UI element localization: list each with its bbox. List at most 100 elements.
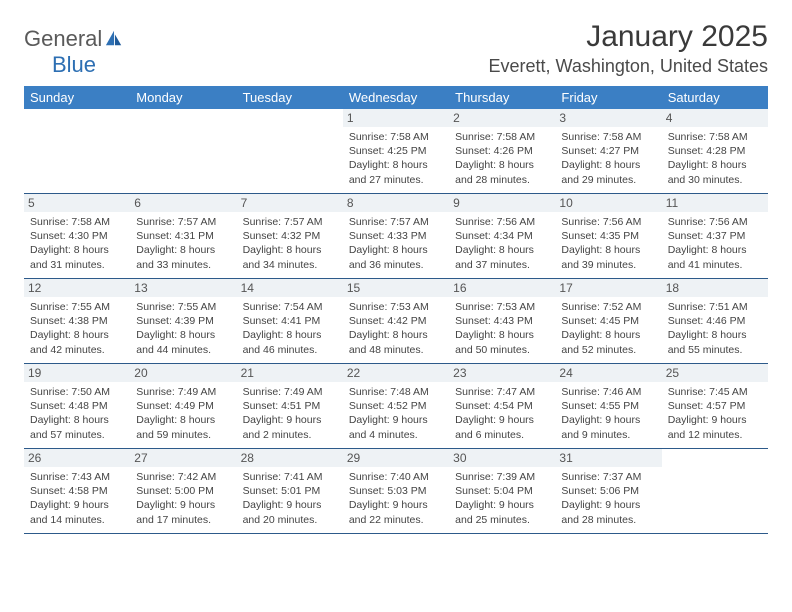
- daylight-text: Daylight: 8 hours: [349, 243, 443, 257]
- daylight-text: Daylight: 9 hours: [243, 413, 337, 427]
- daylight-text: Daylight: 8 hours: [455, 328, 549, 342]
- day-cell: 20Sunrise: 7:49 AMSunset: 4:49 PMDayligh…: [130, 364, 236, 448]
- daylight-text: and 42 minutes.: [30, 343, 124, 357]
- sunset-text: Sunset: 4:43 PM: [455, 314, 549, 328]
- day-cell: 14Sunrise: 7:54 AMSunset: 4:41 PMDayligh…: [237, 279, 343, 363]
- day-number: 16: [449, 279, 555, 297]
- sunset-text: Sunset: 4:27 PM: [561, 144, 655, 158]
- sunset-text: Sunset: 4:31 PM: [136, 229, 230, 243]
- daylight-text: and 37 minutes.: [455, 258, 549, 272]
- daylight-text: Daylight: 8 hours: [136, 328, 230, 342]
- sunset-text: Sunset: 4:55 PM: [561, 399, 655, 413]
- sunset-text: Sunset: 4:49 PM: [136, 399, 230, 413]
- daylight-text: and 34 minutes.: [243, 258, 337, 272]
- sunrise-text: Sunrise: 7:48 AM: [349, 385, 443, 399]
- daylight-text: and 4 minutes.: [349, 428, 443, 442]
- daylight-text: Daylight: 8 hours: [349, 328, 443, 342]
- daylight-text: Daylight: 9 hours: [136, 498, 230, 512]
- daylight-text: Daylight: 9 hours: [349, 413, 443, 427]
- weekday-header: Friday: [555, 86, 661, 109]
- sunset-text: Sunset: 4:51 PM: [243, 399, 337, 413]
- sunrise-text: Sunrise: 7:51 AM: [668, 300, 762, 314]
- daylight-text: Daylight: 8 hours: [349, 158, 443, 172]
- day-number: 29: [343, 449, 449, 467]
- day-cell: 31Sunrise: 7:37 AMSunset: 5:06 PMDayligh…: [555, 449, 661, 533]
- sunrise-text: Sunrise: 7:37 AM: [561, 470, 655, 484]
- daylight-text: and 6 minutes.: [455, 428, 549, 442]
- daylight-text: Daylight: 8 hours: [561, 158, 655, 172]
- daylight-text: Daylight: 9 hours: [455, 498, 549, 512]
- day-number: 17: [555, 279, 661, 297]
- daylight-text: Daylight: 8 hours: [30, 328, 124, 342]
- sunrise-text: Sunrise: 7:58 AM: [30, 215, 124, 229]
- daylight-text: and 22 minutes.: [349, 513, 443, 527]
- week-row: 1Sunrise: 7:58 AMSunset: 4:25 PMDaylight…: [24, 109, 768, 194]
- day-number: 9: [449, 194, 555, 212]
- daylight-text: and 44 minutes.: [136, 343, 230, 357]
- day-cell: 5Sunrise: 7:58 AMSunset: 4:30 PMDaylight…: [24, 194, 130, 278]
- title-block: January 2025 Everett, Washington, United…: [489, 20, 768, 77]
- sunset-text: Sunset: 4:25 PM: [349, 144, 443, 158]
- daylight-text: and 41 minutes.: [668, 258, 762, 272]
- sail-icon: [104, 29, 124, 52]
- day-cell: 6Sunrise: 7:57 AMSunset: 4:31 PMDaylight…: [130, 194, 236, 278]
- daylight-text: Daylight: 8 hours: [30, 413, 124, 427]
- day-cell: 1Sunrise: 7:58 AMSunset: 4:25 PMDaylight…: [343, 109, 449, 193]
- day-cell: 27Sunrise: 7:42 AMSunset: 5:00 PMDayligh…: [130, 449, 236, 533]
- daylight-text: Daylight: 9 hours: [668, 413, 762, 427]
- sunrise-text: Sunrise: 7:41 AM: [243, 470, 337, 484]
- daylight-text: Daylight: 9 hours: [243, 498, 337, 512]
- daylight-text: and 59 minutes.: [136, 428, 230, 442]
- sunrise-text: Sunrise: 7:57 AM: [349, 215, 443, 229]
- daylight-text: and 31 minutes.: [30, 258, 124, 272]
- day-number: 7: [237, 194, 343, 212]
- sunrise-text: Sunrise: 7:53 AM: [455, 300, 549, 314]
- day-number: 26: [24, 449, 130, 467]
- sunset-text: Sunset: 4:42 PM: [349, 314, 443, 328]
- day-cell: 3Sunrise: 7:58 AMSunset: 4:27 PMDaylight…: [555, 109, 661, 193]
- day-cell: 11Sunrise: 7:56 AMSunset: 4:37 PMDayligh…: [662, 194, 768, 278]
- day-number: 8: [343, 194, 449, 212]
- day-number: 28: [237, 449, 343, 467]
- sunrise-text: Sunrise: 7:53 AM: [349, 300, 443, 314]
- day-number: 18: [662, 279, 768, 297]
- sunrise-text: Sunrise: 7:47 AM: [455, 385, 549, 399]
- day-cell: 15Sunrise: 7:53 AMSunset: 4:42 PMDayligh…: [343, 279, 449, 363]
- daylight-text: and 9 minutes.: [561, 428, 655, 442]
- sunset-text: Sunset: 4:39 PM: [136, 314, 230, 328]
- day-number: 6: [130, 194, 236, 212]
- daylight-text: and 2 minutes.: [243, 428, 337, 442]
- sunrise-text: Sunrise: 7:54 AM: [243, 300, 337, 314]
- logo-text-general: General: [24, 26, 102, 52]
- sunrise-text: Sunrise: 7:56 AM: [668, 215, 762, 229]
- week-row: 19Sunrise: 7:50 AMSunset: 4:48 PMDayligh…: [24, 364, 768, 449]
- day-number: 21: [237, 364, 343, 382]
- daylight-text: Daylight: 9 hours: [561, 413, 655, 427]
- sunset-text: Sunset: 4:33 PM: [349, 229, 443, 243]
- sunrise-text: Sunrise: 7:50 AM: [30, 385, 124, 399]
- daylight-text: Daylight: 8 hours: [455, 243, 549, 257]
- sunset-text: Sunset: 4:35 PM: [561, 229, 655, 243]
- sunrise-text: Sunrise: 7:46 AM: [561, 385, 655, 399]
- sunset-text: Sunset: 4:54 PM: [455, 399, 549, 413]
- daylight-text: and 57 minutes.: [30, 428, 124, 442]
- weekday-header: Tuesday: [237, 86, 343, 109]
- month-title: January 2025: [489, 20, 768, 54]
- header: GeneralBlue January 2025 Everett, Washin…: [24, 20, 768, 78]
- day-cell: 19Sunrise: 7:50 AMSunset: 4:48 PMDayligh…: [24, 364, 130, 448]
- daylight-text: Daylight: 8 hours: [668, 243, 762, 257]
- day-cell: 22Sunrise: 7:48 AMSunset: 4:52 PMDayligh…: [343, 364, 449, 448]
- day-number: 14: [237, 279, 343, 297]
- location-text: Everett, Washington, United States: [489, 56, 768, 77]
- day-number: 5: [24, 194, 130, 212]
- daylight-text: and 30 minutes.: [668, 173, 762, 187]
- sunset-text: Sunset: 4:34 PM: [455, 229, 549, 243]
- day-cell: 7Sunrise: 7:57 AMSunset: 4:32 PMDaylight…: [237, 194, 343, 278]
- daylight-text: Daylight: 8 hours: [455, 158, 549, 172]
- sunrise-text: Sunrise: 7:58 AM: [455, 130, 549, 144]
- sunset-text: Sunset: 4:30 PM: [30, 229, 124, 243]
- calendar-page: GeneralBlue January 2025 Everett, Washin…: [0, 0, 792, 554]
- sunset-text: Sunset: 5:00 PM: [136, 484, 230, 498]
- sunset-text: Sunset: 4:58 PM: [30, 484, 124, 498]
- sunset-text: Sunset: 4:48 PM: [30, 399, 124, 413]
